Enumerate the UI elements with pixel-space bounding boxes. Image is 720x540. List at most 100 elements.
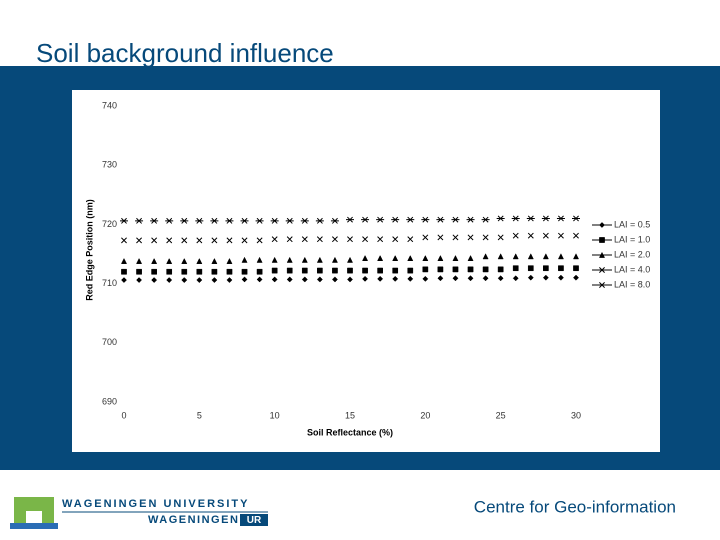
data-point	[210, 217, 219, 224]
legend-marker	[599, 267, 605, 273]
y-tick-label: 730	[102, 160, 117, 170]
data-point	[392, 267, 399, 274]
data-point	[392, 236, 399, 243]
data-point	[135, 217, 144, 224]
slide-title: Soil background influence	[36, 38, 334, 68]
x-tick-label: 0	[121, 410, 126, 420]
x-tick-label: 10	[270, 410, 280, 420]
data-point	[437, 254, 444, 261]
data-point	[391, 216, 400, 223]
data-point	[270, 217, 279, 224]
data-point	[151, 277, 158, 284]
logo-mark	[14, 497, 54, 527]
data-point	[557, 232, 564, 239]
data-point	[120, 257, 128, 264]
data-point	[211, 257, 218, 264]
logo-text: WAGENINGEN	[148, 514, 239, 526]
x-axis-label: Soil Reflectance (%)	[307, 427, 393, 437]
data-point	[452, 275, 459, 282]
data-point	[377, 236, 384, 243]
data-point	[422, 266, 429, 273]
data-point	[120, 217, 128, 224]
data-point	[195, 217, 204, 224]
data-point	[437, 266, 444, 273]
data-point	[330, 217, 339, 224]
data-point	[512, 253, 519, 260]
data-point	[301, 236, 308, 243]
data-point	[286, 276, 293, 283]
data-point	[286, 256, 293, 263]
x-tick-label: 25	[496, 410, 506, 420]
data-point	[436, 216, 445, 223]
data-point	[392, 254, 399, 261]
data-point	[315, 217, 324, 224]
data-point	[527, 265, 534, 272]
y-tick-label: 700	[102, 337, 117, 347]
data-point	[407, 267, 414, 274]
y-tick-label: 740	[102, 100, 117, 110]
data-point	[166, 277, 173, 284]
data-point	[196, 277, 203, 284]
data-point	[241, 237, 248, 244]
data-point	[151, 237, 158, 244]
data-point	[211, 277, 218, 284]
data-point	[241, 268, 248, 275]
data-point	[332, 267, 338, 274]
data-point	[361, 216, 370, 223]
data-point	[422, 254, 429, 261]
data-point	[226, 237, 233, 244]
data-point	[572, 215, 580, 222]
data-point	[301, 276, 308, 283]
data-point	[196, 237, 203, 244]
data-point	[407, 254, 414, 261]
data-point	[542, 274, 549, 281]
logo	[10, 497, 58, 529]
data-point	[526, 215, 535, 222]
data-point	[196, 257, 203, 264]
data-point	[271, 267, 278, 274]
data-point	[121, 277, 127, 284]
data-point	[211, 268, 218, 275]
data-point	[150, 217, 159, 224]
data-point	[467, 275, 474, 282]
data-point	[497, 253, 504, 260]
data-point	[165, 217, 174, 224]
data-point	[240, 217, 249, 224]
data-point	[181, 277, 188, 284]
data-point	[377, 254, 384, 261]
footer-band	[0, 470, 720, 540]
data-point	[572, 253, 580, 260]
data-point	[180, 217, 189, 224]
data-point	[467, 234, 474, 241]
data-point	[362, 267, 368, 274]
y-tick-label: 690	[102, 396, 117, 406]
data-point	[181, 268, 188, 275]
data-point	[497, 275, 504, 282]
data-point	[317, 267, 323, 274]
data-point	[542, 253, 549, 260]
data-point	[467, 254, 474, 261]
data-point	[316, 236, 323, 243]
data-point	[256, 256, 263, 263]
data-point	[181, 237, 188, 244]
data-point	[437, 275, 444, 282]
legend-label: LAI = 2.0	[614, 249, 650, 259]
legend-marker	[599, 237, 605, 243]
logo-base	[10, 523, 58, 529]
x-tick-label: 20	[420, 410, 430, 420]
x-tick-label: 30	[571, 410, 581, 420]
data-point	[136, 257, 143, 264]
data-point	[166, 237, 173, 244]
data-point	[255, 217, 264, 224]
legend-label: LAI = 8.0	[614, 279, 650, 289]
data-point	[557, 253, 564, 260]
legend-label: LAI = 1.0	[614, 234, 650, 244]
data-point	[556, 215, 565, 222]
x-tick-label: 15	[345, 410, 355, 420]
data-point	[346, 216, 354, 223]
header-band	[0, 0, 720, 68]
data-point	[362, 254, 369, 261]
data-point	[136, 237, 143, 244]
data-point	[256, 237, 263, 244]
